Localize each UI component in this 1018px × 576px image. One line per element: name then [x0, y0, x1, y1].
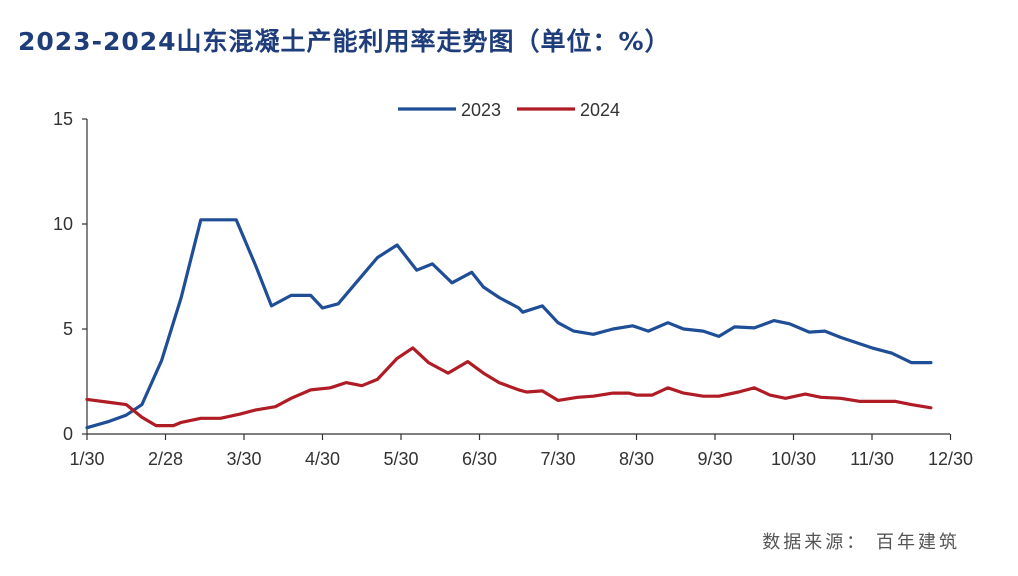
x-tick-label: 11/30	[850, 449, 894, 469]
series-line-2023	[85, 218, 933, 430]
chart-title: 2023-2024山东混凝土产能利用率走势图（单位：%）	[18, 27, 671, 56]
axes	[86, 119, 950, 435]
x-tick-label: 5/30	[383, 449, 418, 469]
x-tick-label: 10/30	[771, 449, 816, 469]
x-tick-label: 8/30	[619, 449, 654, 469]
legend-label-2024: 2024	[580, 100, 620, 120]
x-tick-label: 3/30	[226, 449, 261, 469]
x-ticks: 1/30 2/28 3/30 4/30 5/30 6/30 7/30 8/30 9/30 10/3…	[69, 434, 973, 469]
x-tick-label: 9/30	[697, 449, 732, 469]
x-tick-label: 12/30	[928, 449, 973, 469]
legend-label-2023: 2023	[461, 100, 501, 120]
data-source: 数据来源： 百年建筑	[762, 532, 960, 553]
x-tick-label: 4/30	[305, 449, 340, 469]
series-line-2024	[85, 346, 933, 428]
x-tick-label: 1/30	[69, 449, 104, 469]
x-tick-label: 7/30	[540, 449, 575, 469]
series-lines	[85, 218, 933, 430]
x-tick-label: 2/28	[148, 449, 183, 469]
y-ticks: 0 5 10 15	[53, 109, 87, 444]
x-tick-label: 6/30	[462, 449, 497, 469]
y-tick-label: 10	[53, 214, 73, 234]
y-tick-label: 0	[63, 424, 73, 444]
legend: 2023 2024	[398, 100, 620, 120]
y-tick-label: 5	[63, 319, 73, 339]
y-tick-label: 15	[53, 109, 73, 129]
